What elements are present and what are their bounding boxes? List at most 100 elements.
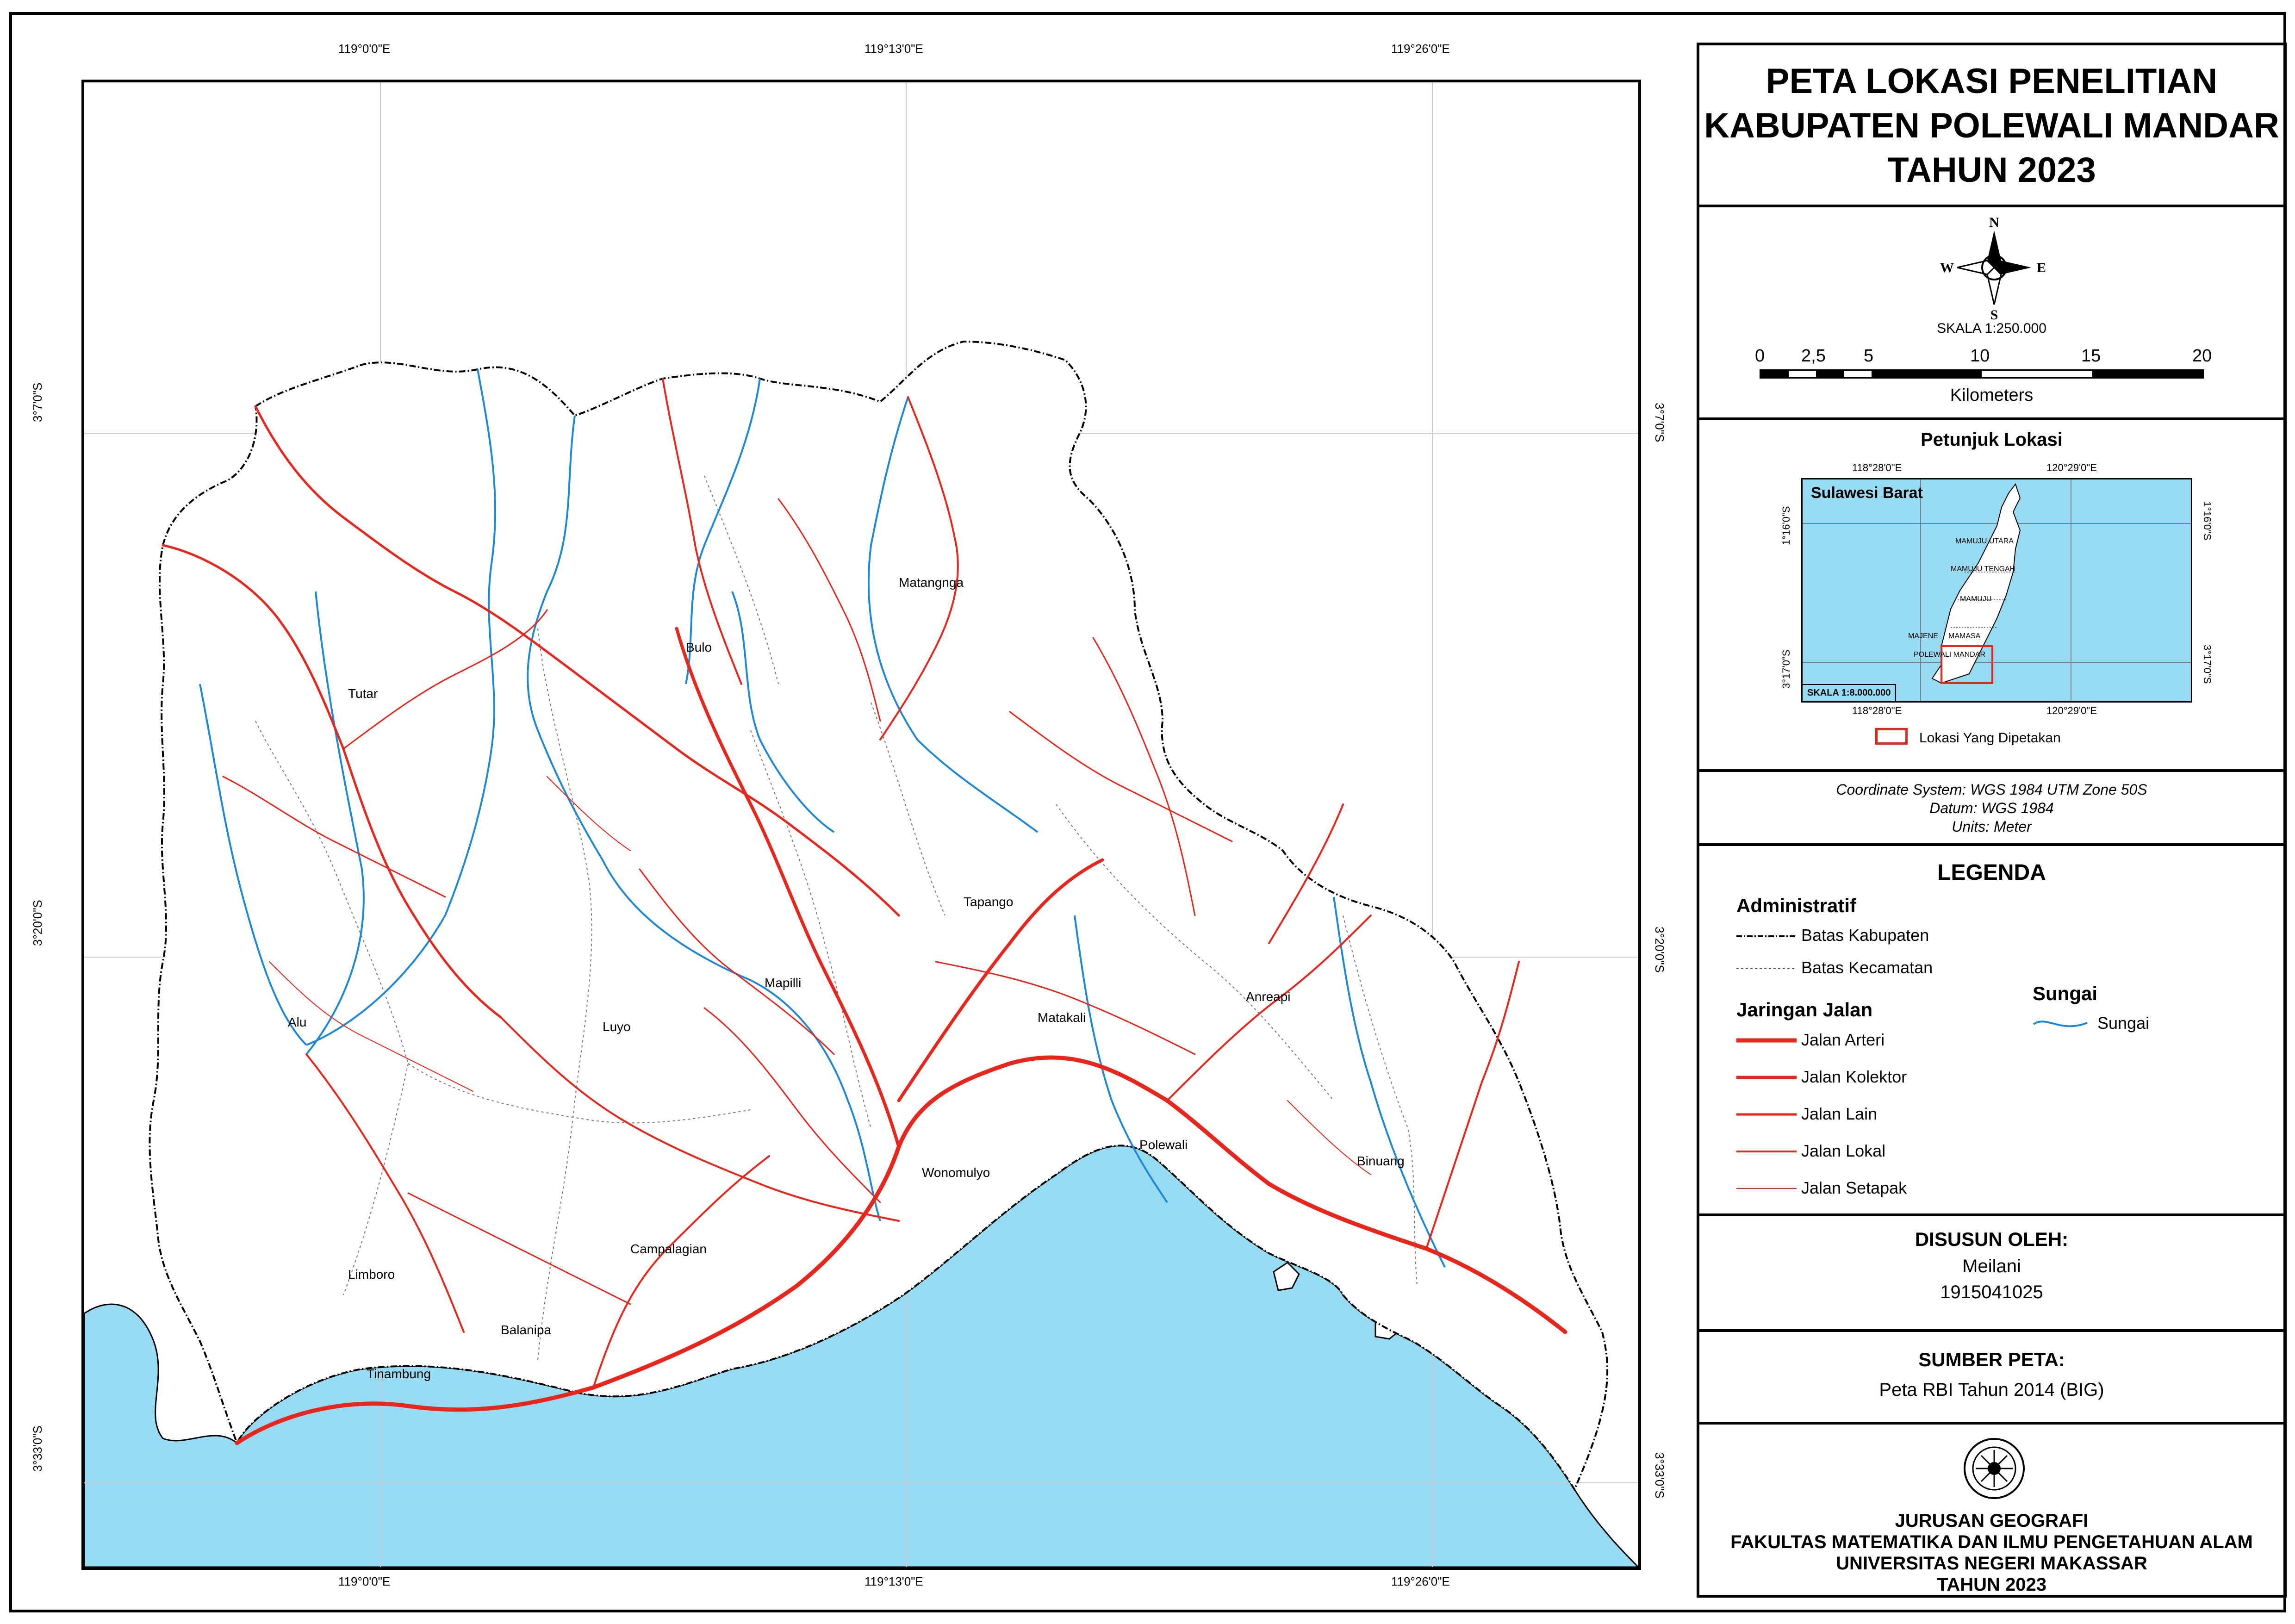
inset-location-box — [1940, 645, 1993, 684]
island — [1273, 1262, 1300, 1291]
legend-admin-heading: Administratif — [1736, 895, 1857, 916]
legend-road-heading: Jaringan Jalan — [1736, 999, 1873, 1020]
place-label: Alu — [288, 1015, 306, 1029]
map-title-line1: PETA LOKASI PENELITIAN — [1766, 62, 2218, 101]
legend-river-heading: Sungai — [2033, 983, 2098, 1004]
inset-lat: 3°17'0"S — [2202, 645, 2213, 684]
compass-scale-block: N S E W SKALA 1:250.000 0 2,5 5 10 15 20… — [1699, 207, 2284, 420]
inset-district: MAMUJU — [1960, 595, 1992, 603]
place-label: Polewali — [1139, 1138, 1188, 1152]
place-label: Wonomulyo — [922, 1165, 990, 1180]
inset-lat: 3°17'0"S — [1780, 649, 1792, 689]
lon-label-top-1: 119°0'0"E — [338, 42, 391, 56]
place-label: Matakali — [1038, 1010, 1086, 1025]
inset-box-label: Lokasi Yang Dipetakan — [1919, 730, 2061, 746]
author-block: DISUSUN OLEH: Meilani 1915041025 — [1699, 1216, 2284, 1332]
projection-line3: Units: Meter — [1952, 818, 2032, 835]
map-frame[interactable]: Matangnga Bulo Tutar Tapango Mapilli Luy… — [81, 80, 1641, 1570]
legend-heading: LEGENDA — [1937, 860, 2046, 885]
legend-district-label: Batas Kecamatan — [1801, 958, 1933, 977]
legend-regency-label: Batas Kabupaten — [1801, 926, 1929, 945]
inset-district: MAMUJU UTARA — [1955, 537, 2014, 545]
legend-road-label: Jalan Setapak — [1801, 1178, 1907, 1197]
author-heading: DISUSUN OLEH: — [1915, 1228, 2069, 1250]
inset-box-legend-icon — [1875, 728, 1908, 745]
scale-ratio: SKALA 1:250.000 — [1937, 321, 2046, 336]
place-label: Mapilli — [765, 976, 801, 990]
lat-label-right-2: 3°20'0"S — [1653, 927, 1667, 973]
legend-block: LEGENDA Administratif Batas Kabupaten Ba… — [1699, 846, 2284, 1216]
place-labels: Matangnga Bulo Tutar Tapango Mapilli Luy… — [288, 575, 1405, 1381]
river-network — [199, 369, 1446, 1268]
map-sheet: 119°0'0"E 119°13'0"E 119°26'0"E 119°0'0"… — [9, 12, 2287, 1612]
legend-road-label: Jalan Lokal — [1801, 1141, 1886, 1160]
lon-label-bottom-1: 119°0'0"E — [338, 1574, 391, 1588]
scale-tick: 10 — [1970, 346, 1990, 366]
lat-label-right-1: 3°7'0"S — [1653, 403, 1667, 442]
source-text: Peta RBI Tahun 2014 (BIG) — [1879, 1380, 2104, 1400]
institution-line1: JURUSAN GEOGRAFI — [1895, 1511, 2089, 1531]
institution-line2: FAKULTAS MATEMATIKA DAN ILMU PENGETAHUAN… — [1730, 1532, 2253, 1552]
author-id: 1915041025 — [1940, 1282, 2043, 1302]
inset-heading: Petunjuk Lokasi — [1921, 429, 2063, 450]
lon-label-bottom-2: 119°13'0"E — [865, 1574, 923, 1588]
inset-district: MAMUJU TENGAH — [1951, 565, 2015, 573]
inset-district: MAMASA — [1948, 632, 1981, 640]
place-label: Anreapi — [1246, 989, 1291, 1004]
lat-label-left-1: 3°7'0"S — [31, 382, 44, 422]
legend-road-label: Jalan Kolektor — [1801, 1067, 1907, 1086]
legend-road-label: Jalan Arteri — [1801, 1030, 1885, 1049]
source-heading: SUMBER PETA: — [1918, 1349, 2065, 1370]
inset-district: MAJENE — [1908, 632, 1938, 640]
inset-district: POLEWALI MANDAR — [1914, 651, 1985, 659]
author-name: Meilani — [1962, 1256, 2021, 1276]
institution-line3: UNIVERSITAS NEGERI MAKASSAR — [1836, 1553, 2147, 1574]
lat-label-left-3: 3°33'0"S — [31, 1425, 44, 1472]
place-label: Luyo — [603, 1020, 631, 1034]
title-block: PETA LOKASI PENELITIAN KABUPATEN POLEWAL… — [1699, 45, 2284, 207]
inset-lat: 1°16'0"S — [1780, 506, 1792, 545]
place-label: Matangnga — [899, 575, 964, 590]
compass-n: N — [1989, 215, 1999, 230]
road-network — [162, 378, 1567, 1445]
scale-tick: 2,5 — [1801, 346, 1826, 366]
place-label: Bulo — [686, 640, 712, 654]
inset-region-label: Sulawesi Barat — [1811, 484, 1923, 502]
scale-tick: 15 — [2081, 346, 2101, 366]
compass-e: E — [2037, 260, 2046, 275]
inset-lat: 1°16'0"S — [2202, 501, 2213, 541]
compass-w: W — [1940, 260, 1954, 275]
scale-bar-ticks: 0 2,5 5 10 15 20 — [1755, 346, 2212, 366]
district-boundaries — [255, 475, 1418, 1360]
inset-scale: SKALA 1:8.000.000 — [1803, 684, 1897, 701]
projection-block: Coordinate System: WGS 1984 UTM Zone 50S… — [1699, 772, 2284, 846]
place-label: Binuang — [1357, 1154, 1405, 1168]
lon-label-bottom-3: 119°26'0"E — [1391, 1574, 1450, 1588]
projection-line2: Datum: WGS 1984 — [1929, 800, 2054, 816]
scale-unit: Kilometers — [1950, 386, 2034, 405]
inset-lon: 118°28'0"E — [1852, 705, 1902, 716]
legend-river-icon — [2033, 1020, 2088, 1027]
place-label: Balanipa — [501, 1323, 551, 1337]
map-title-line2: KABUPATEN POLEWALI MANDAR — [1704, 106, 2279, 145]
projection-line1: Coordinate System: WGS 1984 UTM Zone 50S — [1836, 781, 2147, 798]
scale-tick: 5 — [1864, 346, 1874, 366]
legend-road-icons — [1736, 1038, 1797, 1189]
inset-lon: 118°28'0"E — [1852, 462, 1902, 473]
university-logo-icon — [1964, 1438, 2025, 1499]
legend-district-line-icon — [1736, 968, 1797, 969]
institution-block: JURUSAN GEOGRAFI FAKULTAS MATEMATIKA DAN… — [1699, 1425, 2284, 1596]
inset-lon: 120°29'0"E — [2046, 462, 2097, 473]
institution-line4: TAHUN 2023 — [1936, 1574, 2047, 1595]
place-label: Tapango — [964, 895, 1013, 909]
legend-river-label: Sungai — [2097, 1014, 2150, 1033]
lon-label-top-3: 119°26'0"E — [1391, 42, 1450, 56]
legend-regency-line-icon — [1736, 935, 1797, 937]
legend-road-label: Jalan Lain — [1801, 1104, 1878, 1123]
inset-map: Sulawesi Barat MAMUJU UTARA MAMUJU TENGA… — [1801, 478, 2192, 703]
info-panel: PETA LOKASI PENELITIAN KABUPATEN POLEWAL… — [1697, 43, 2287, 1598]
place-label: Tinambung — [367, 1367, 431, 1381]
map-canvas: Matangnga Bulo Tutar Tapango Mapilli Luy… — [84, 82, 1638, 1567]
scale-tick: 20 — [2192, 346, 2212, 366]
lon-label-top-2: 119°13'0"E — [865, 42, 923, 56]
